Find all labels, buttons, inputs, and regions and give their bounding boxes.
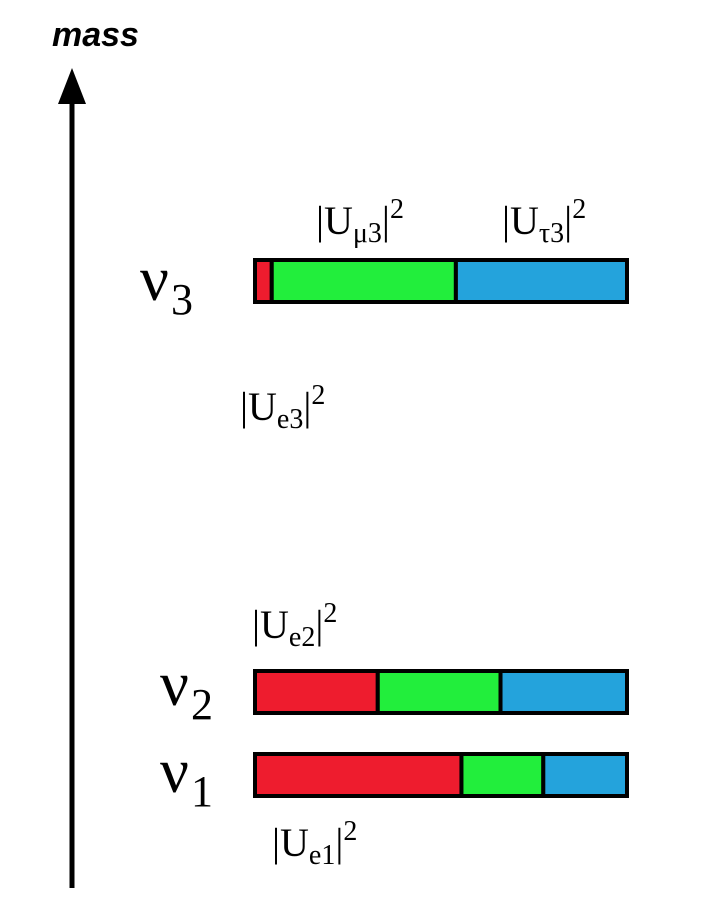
- nu3-segment-electron: [253, 258, 274, 304]
- nu3-label-mu: |Uμ3|2: [316, 194, 404, 249]
- state-nu3: ν3 |Uμ3|2 |Uτ3|2 |Ue3|2: [140, 194, 629, 435]
- nu2-segment-muon: [375, 669, 503, 715]
- nu3-bar: [253, 258, 629, 304]
- nu3-label-tau: |Uτ3|2: [502, 194, 586, 249]
- mass-axis-arrowhead: [58, 68, 86, 104]
- nu1-symbol: ν1: [160, 735, 213, 816]
- nu1-segment-muon: [459, 752, 546, 798]
- mass-axis-title: mass: [52, 16, 139, 54]
- nu3-segment-muon: [269, 258, 458, 304]
- state-nu2: ν2 |Ue2|2: [160, 598, 629, 729]
- nu2-label-e: |Ue2|2: [252, 598, 337, 653]
- nu1-segment-electron: [253, 752, 464, 798]
- nu3-label-e: |Ue3|2: [240, 380, 325, 435]
- nu3-symbol: ν3: [140, 243, 193, 324]
- nu3-segment-tau: [453, 258, 629, 304]
- state-nu1: ν1 |Ue1|2: [160, 735, 629, 871]
- nu2-bar: [253, 669, 629, 715]
- nu1-bar: [253, 752, 629, 798]
- nu2-segment-electron: [253, 669, 380, 715]
- nu2-symbol: ν2: [160, 648, 213, 729]
- nu2-segment-tau: [498, 669, 629, 715]
- nu1-label-e: |Ue1|2: [272, 816, 357, 871]
- nu1-segment-tau: [541, 752, 629, 798]
